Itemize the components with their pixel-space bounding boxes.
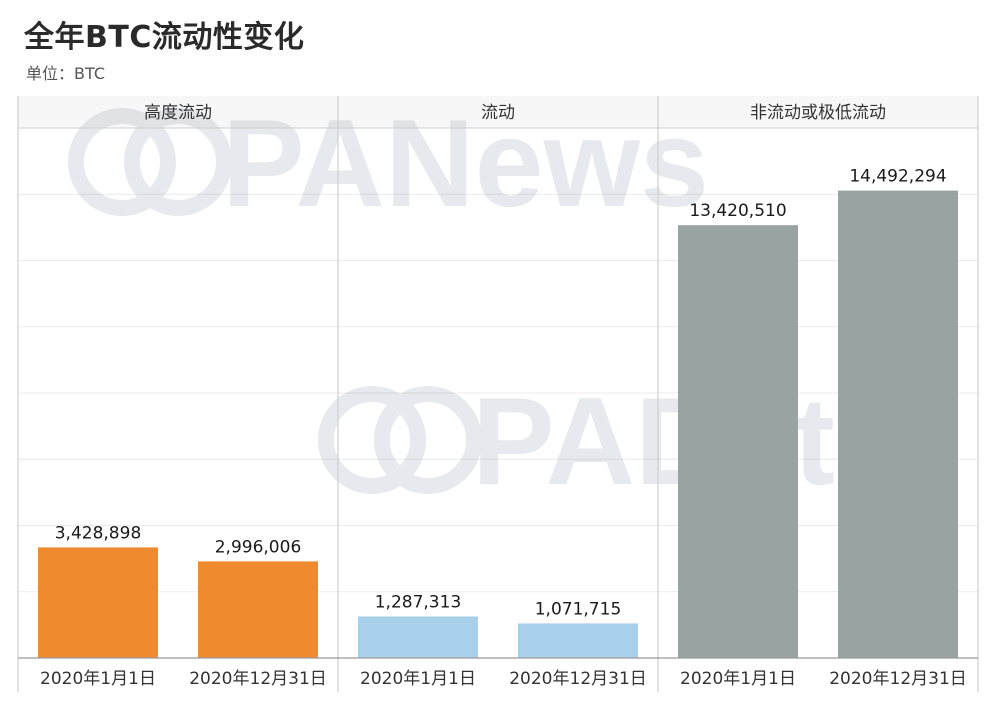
x-tick-label: 2020年1月1日 [360,669,476,689]
bar [838,190,958,658]
watermark-ring-icon [68,108,176,216]
watermark-logo-icon [318,386,482,494]
panel-header-label: 流动 [481,103,515,123]
bar [518,623,638,658]
panel-header-label: 高度流动 [144,103,212,123]
panel-header-band [18,96,978,128]
x-tick-label: 2020年1月1日 [680,669,796,689]
panel-3: 非流动或极低流动 13,420,510 2020年1月1日 14,492,294 202… [678,103,967,689]
panel-header-label: 非流动或极低流动 [750,103,886,123]
bar [198,561,318,658]
chart-title: 全年BTC流动性变化 [24,20,305,55]
watermark-text: PANews [222,95,709,233]
panel-1: 高度流动 3,428,898 2020年1月1日 2,996,006 2020年12月3… [38,103,327,689]
bar [678,225,798,659]
bar-data-label: 14,492,294 [849,167,946,187]
watermark-ring-icon [374,386,482,494]
chart-unit-subtitle: 单位：BTC [26,64,105,83]
panel-2: 流动 1,287,313 2020年1月1日 1,071,715 2020年12月31日 [358,103,647,689]
bar-data-label: 2,996,006 [215,537,302,557]
x-tick-label: 2020年12月31日 [829,669,967,689]
bar [358,616,478,658]
x-tick-label: 2020年1月1日 [40,669,156,689]
watermark-ring-icon [124,108,232,216]
bar-data-label: 3,428,898 [55,523,142,543]
bar-data-label: 1,071,715 [535,599,622,619]
bar-data-label: 13,420,510 [689,201,786,221]
bar-data-label: 1,287,313 [375,592,462,612]
watermark-ring-icon [318,386,426,494]
x-tick-label: 2020年12月31日 [189,669,327,689]
watermark-logo-icon [68,108,232,216]
bar [38,547,158,658]
x-tick-label: 2020年12月31日 [509,669,647,689]
